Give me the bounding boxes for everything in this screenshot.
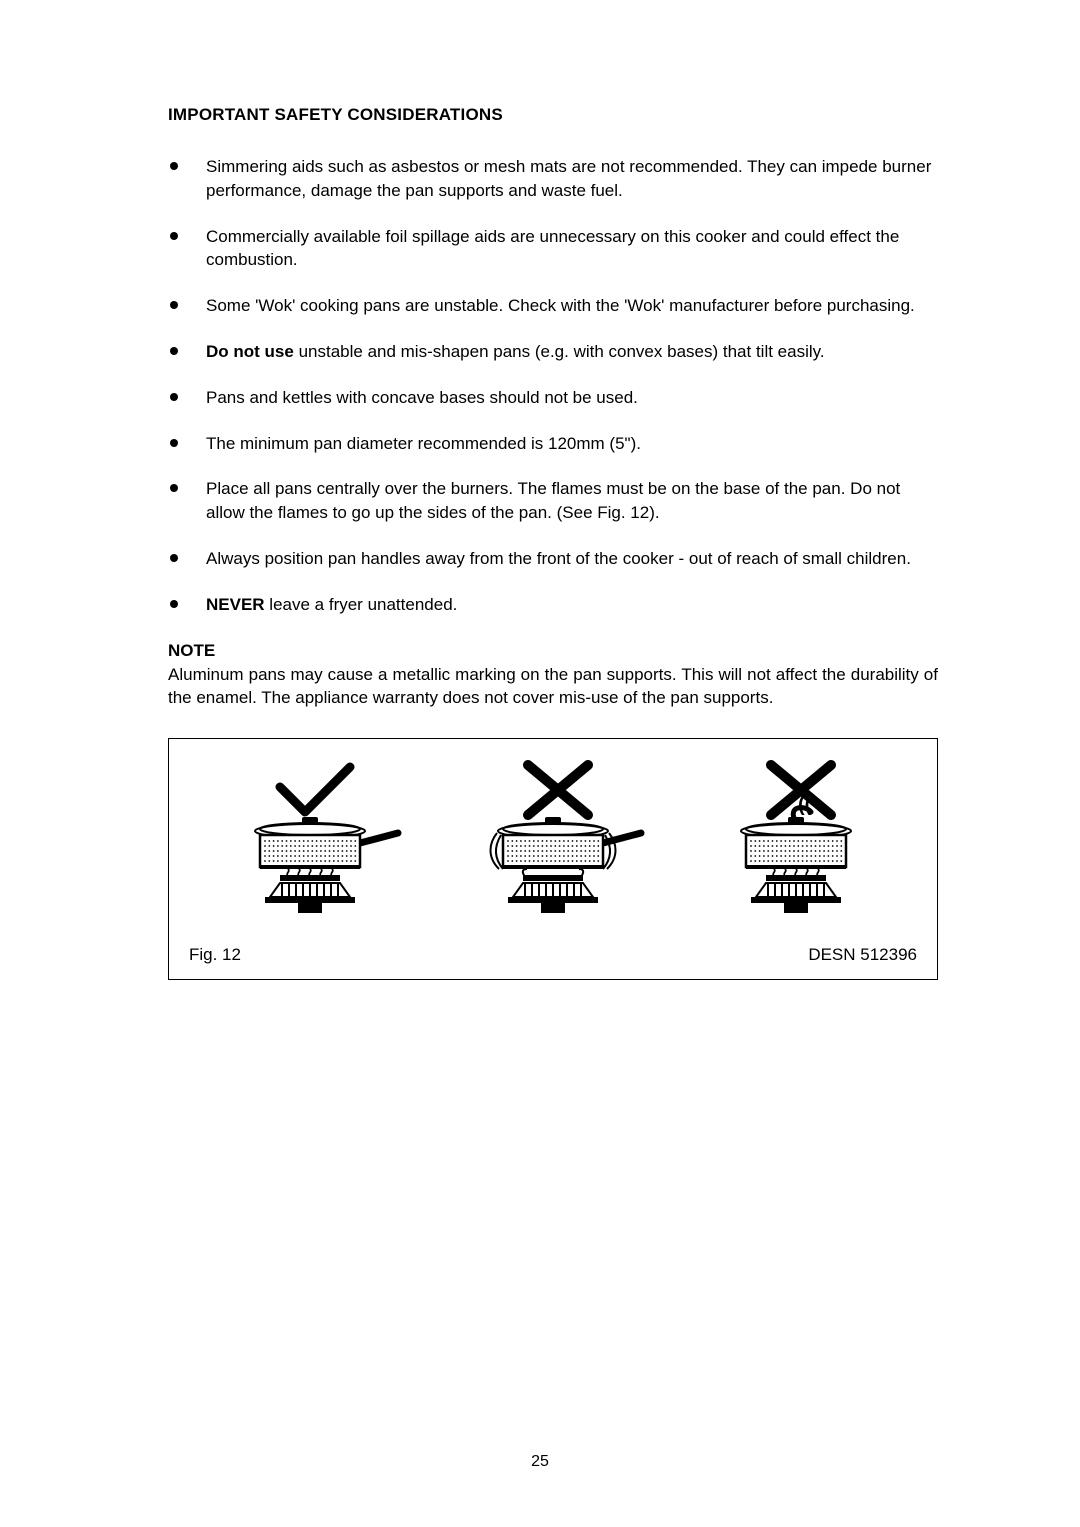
figure-box: (( Fig. 12 DESN 512396 <box>168 738 938 980</box>
bullet-item: Pans and kettles with concave bases shou… <box>168 386 938 410</box>
svg-text:((: (( <box>798 794 812 816</box>
bullet-item: The minimum pan diameter recommended is … <box>168 432 938 456</box>
page-content: IMPORTANT SAFETY CONSIDERATIONS Simmerin… <box>0 0 1080 980</box>
note-heading: NOTE <box>168 641 938 661</box>
note-body: Aluminum pans may cause a metallic marki… <box>168 663 938 711</box>
figure-caption-row: Fig. 12 DESN 512396 <box>189 945 917 965</box>
bullet-bold: Do not use <box>206 342 294 361</box>
bullet-item: Some 'Wok' cooking pans are unstable. Ch… <box>168 294 938 318</box>
bullet-text: Simmering aids such as asbestos or mesh … <box>206 157 931 200</box>
bullet-text: Always position pan handles away from th… <box>206 549 911 568</box>
figure-item <box>210 757 410 927</box>
figure-label-right: DESN 512396 <box>808 945 917 965</box>
bullet-item: Commercially available foil spillage aid… <box>168 225 938 273</box>
figure-label-left: Fig. 12 <box>189 945 241 965</box>
bullet-item: Simmering aids such as asbestos or mesh … <box>168 155 938 203</box>
section-heading: IMPORTANT SAFETY CONSIDERATIONS <box>168 105 938 125</box>
figure-item <box>453 757 653 927</box>
figure-item: (( <box>696 757 896 927</box>
bullet-bold: NEVER <box>206 595 265 614</box>
bullet-text: Place all pans centrally over the burner… <box>206 479 900 522</box>
bullet-text: leave a fryer unattended. <box>265 595 458 614</box>
bullet-item: Always position pan handles away from th… <box>168 547 938 571</box>
figure-row: (( <box>189 757 917 927</box>
bullet-list: Simmering aids such as asbestos or mesh … <box>168 155 938 617</box>
bullet-text: Some 'Wok' cooking pans are unstable. Ch… <box>206 296 915 315</box>
page-number: 25 <box>0 1453 1080 1471</box>
bullet-item: NEVER leave a fryer unattended. <box>168 593 938 617</box>
bullet-item: Do not use unstable and mis-shapen pans … <box>168 340 938 364</box>
bullet-text: The minimum pan diameter recommended is … <box>206 434 641 453</box>
bullet-item: Place all pans centrally over the burner… <box>168 477 938 525</box>
bullet-text: unstable and mis-shapen pans (e.g. with … <box>294 342 825 361</box>
bullet-text: Commercially available foil spillage aid… <box>206 227 899 270</box>
bullet-text: Pans and kettles with concave bases shou… <box>206 388 638 407</box>
